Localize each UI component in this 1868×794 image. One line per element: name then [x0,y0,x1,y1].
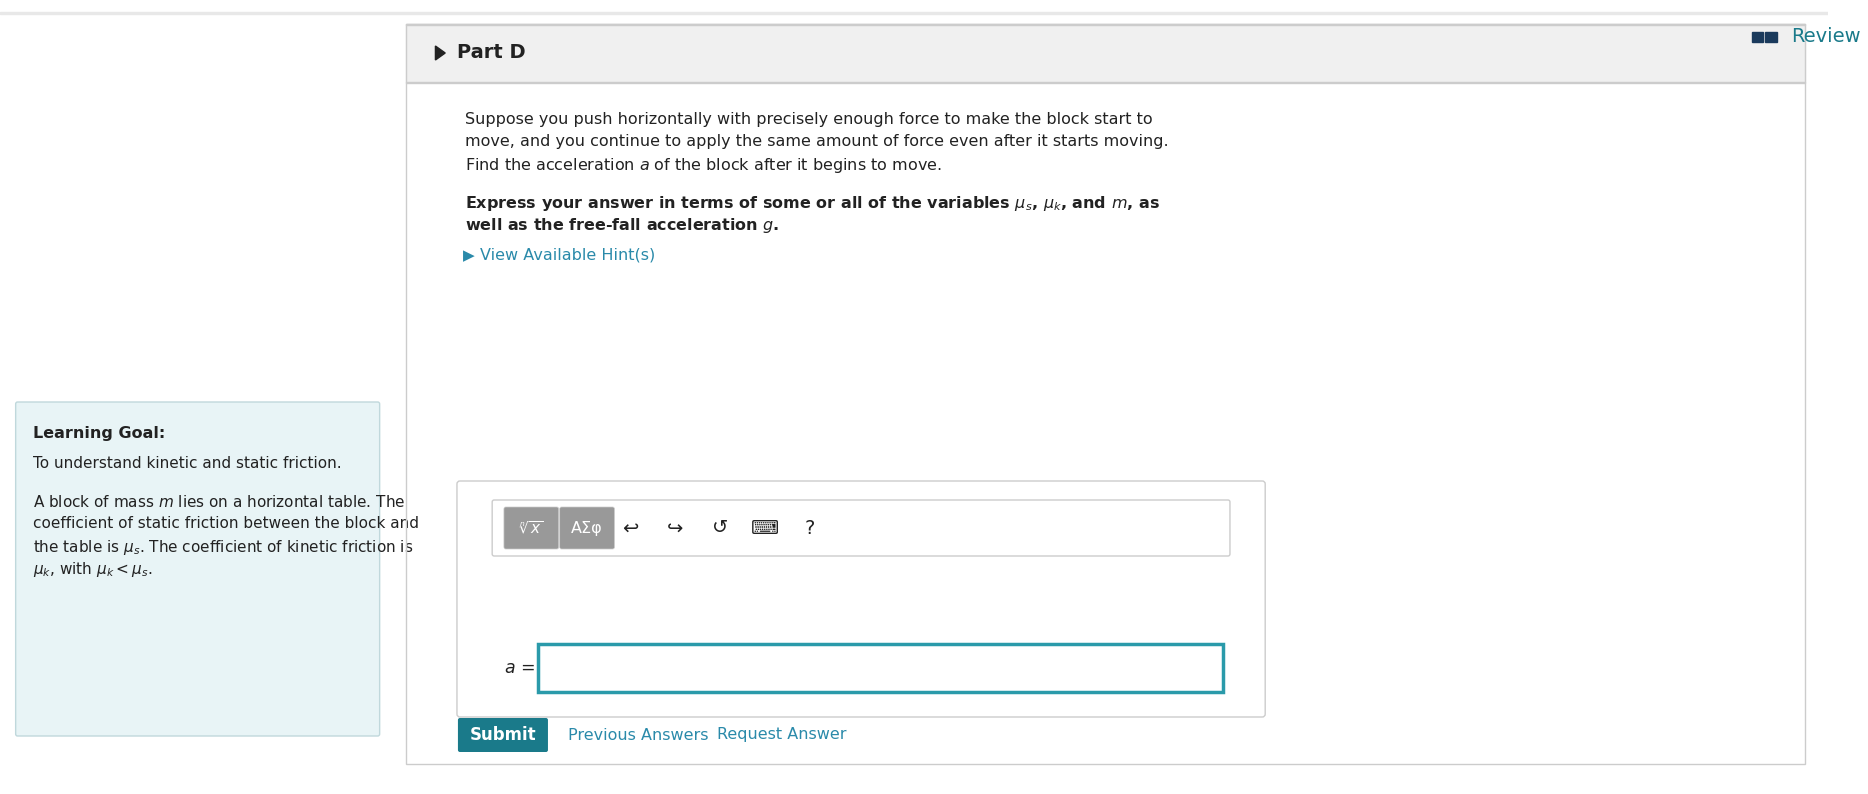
Text: move, and you continue to apply the same amount of force even after it starts mo: move, and you continue to apply the same… [465,134,1168,149]
Text: coefficient of static friction between the block and: coefficient of static friction between t… [34,516,418,531]
Text: ↺: ↺ [712,518,729,538]
Text: ↩: ↩ [622,518,639,538]
Bar [405,24,1804,82]
Bar [405,84,1804,764]
Text: ↪: ↪ [667,518,684,538]
Text: $\sqrt[n]{x}$: $\sqrt[n]{x}$ [519,519,544,537]
FancyBboxPatch shape [504,507,559,549]
Text: ?: ? [805,518,814,538]
Text: Request Answer: Request Answer [717,727,846,742]
Text: the table is $\mu_s$. The coefficient of kinetic friction is: the table is $\mu_s$. The coefficient of… [34,538,413,557]
Text: Submit: Submit [469,726,536,744]
Text: Find the acceleration $a$ of the block after it begins to move.: Find the acceleration $a$ of the block a… [465,156,941,175]
Bar [1765,32,1776,42]
FancyBboxPatch shape [491,500,1229,556]
FancyBboxPatch shape [458,481,1265,717]
Text: $\mu_k$, with $\mu_k < \mu_s$.: $\mu_k$, with $\mu_k < \mu_s$. [34,560,153,579]
Bar [405,24,1804,25]
Text: well as the free-fall acceleration $g$.: well as the free-fall acceleration $g$. [465,216,779,235]
Text: ΑΣφ: ΑΣφ [572,521,603,535]
Text: Previous Answers: Previous Answers [568,727,708,742]
Bar [1752,32,1763,42]
Text: View Available Hint(s): View Available Hint(s) [480,248,656,263]
FancyBboxPatch shape [15,402,379,736]
FancyBboxPatch shape [560,507,615,549]
Text: Learning Goal:: Learning Goal: [34,426,166,441]
Text: Suppose you push horizontally with precisely enough force to make the block star: Suppose you push horizontally with preci… [465,112,1153,127]
FancyBboxPatch shape [458,718,547,752]
Polygon shape [435,46,445,60]
Text: ⌨: ⌨ [751,518,779,538]
Text: Review: Review [1791,28,1861,47]
Text: To understand kinetic and static friction.: To understand kinetic and static frictio… [34,456,342,471]
FancyBboxPatch shape [538,644,1224,692]
Text: ▶: ▶ [463,248,474,263]
Text: Part D: Part D [458,44,525,63]
Text: A block of mass $m$ lies on a horizontal table. The: A block of mass $m$ lies on a horizontal… [34,494,405,510]
Bar [0,12,1827,14]
Bar [405,82,1804,83]
Text: Express your answer in terms of some or all of the variables $\mu_s$, $\mu_k$, a: Express your answer in terms of some or … [465,194,1160,213]
Text: $a$ =: $a$ = [504,659,534,677]
